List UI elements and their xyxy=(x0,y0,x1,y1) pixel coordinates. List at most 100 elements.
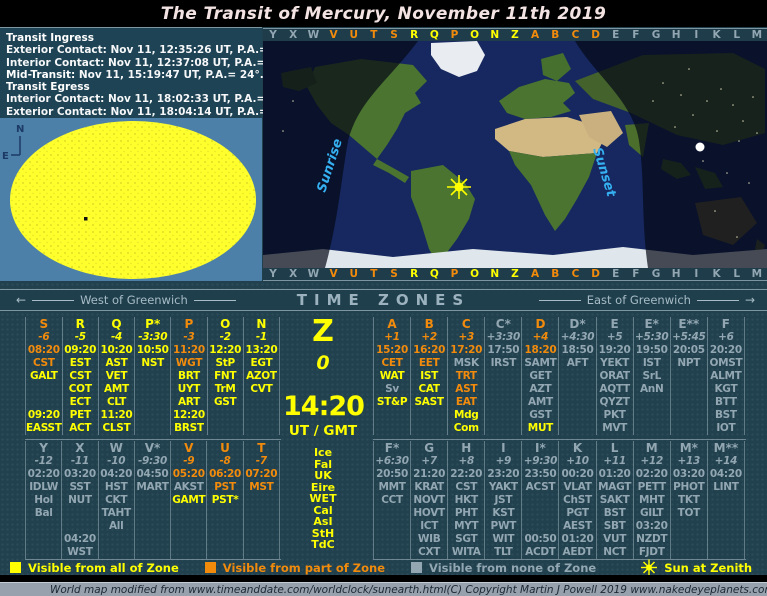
zone-cell: 04:20 xyxy=(63,533,96,545)
zone-cell: 20:50 xyxy=(376,468,409,480)
zone-cell: 12:20 xyxy=(172,409,205,421)
zone-cell: WITA xyxy=(451,546,481,558)
zone-cell: ST&P xyxy=(376,396,408,408)
zone-cell xyxy=(671,546,707,559)
zone-cell: KST xyxy=(492,507,515,519)
timezone-column-M**: M** +14 04:20 LINT xyxy=(706,441,745,559)
zone-cell: SAKT xyxy=(599,494,630,506)
zone-letter-I: I xyxy=(694,29,699,41)
zone-cell xyxy=(634,409,670,422)
zone-cell: +6 xyxy=(718,331,734,343)
zone-letter-Y: Y xyxy=(269,268,277,280)
utc-region: StH xyxy=(311,526,335,540)
zone-letter-W: W xyxy=(307,29,320,41)
timezone-column-V*: V* -9:30 04:50 MART xyxy=(133,441,170,559)
zone-cell: AST xyxy=(455,383,478,395)
zone-column-letter: H xyxy=(461,441,472,455)
zone-column-letter: F* xyxy=(384,441,400,455)
zone-letter-V: V xyxy=(329,268,338,280)
zone-cell: HKT xyxy=(454,494,478,506)
zone-cell: 09:20 xyxy=(64,344,97,356)
zone-cell: CLST xyxy=(102,422,131,434)
zone-cell: IST xyxy=(420,370,438,382)
zone-cell xyxy=(374,507,410,520)
zone-letter-L: L xyxy=(733,29,741,41)
zone-cell: AEDT xyxy=(562,546,593,558)
zone-cell xyxy=(244,409,279,422)
zone-cell xyxy=(244,507,279,520)
utc-zone-offset: 0 xyxy=(316,352,330,374)
zone-cell: UYT xyxy=(177,383,201,395)
zone-cell: -9:30 xyxy=(137,455,167,467)
transit-info-line: Transit Ingress xyxy=(6,32,94,44)
zone-letter-X: X xyxy=(289,29,298,41)
zone-cell: WIB xyxy=(417,533,441,545)
zone-column-letter: B xyxy=(424,317,434,331)
zone-cell xyxy=(26,520,61,533)
zone-cell: PWT xyxy=(490,520,517,532)
zone-letter-R: R xyxy=(410,29,419,41)
zone-cell: AKST xyxy=(173,481,204,493)
timezone-column-K: K +10 00:20 VLAT ChST PGT AEST 01:20 AEDT xyxy=(558,441,595,559)
zone-cell xyxy=(374,409,410,422)
zone-cell: 17:20 xyxy=(450,344,483,356)
timezone-column-C*: C* +3:30 17:50 IRST xyxy=(484,317,521,435)
zone-cell xyxy=(708,494,744,507)
timezone-column-T: T -7 07:20 MST xyxy=(242,441,280,559)
legend-label: Visible from part of Zone xyxy=(222,560,386,575)
zone-column-letter: P xyxy=(184,317,194,331)
zone-letter-V: V xyxy=(329,29,338,41)
zone-cell: GALT xyxy=(29,370,58,382)
zone-cell xyxy=(522,507,558,520)
zone-cell: EAT xyxy=(455,396,477,408)
utc-region: AsI xyxy=(313,515,333,528)
legend-item-sun-at-zenith: Sun at Zenith xyxy=(640,559,752,576)
zone-cell xyxy=(26,546,61,559)
zone-cell: 05:20 xyxy=(172,468,205,480)
utc-unit-label: UT / GMT xyxy=(288,423,358,439)
africa-sahara xyxy=(495,117,603,157)
zone-cell: EET xyxy=(418,357,440,369)
zone-letter-Z: Z xyxy=(511,29,519,41)
city-lights xyxy=(282,68,758,238)
zone-cell: 08:20 xyxy=(27,344,60,356)
timezone-column-S: S -6 08:20 CST GALT 09:20 EASST xyxy=(25,317,62,435)
zone-cell xyxy=(135,533,170,546)
zone-cell: JST xyxy=(494,494,513,506)
zone-cell: COT xyxy=(68,383,92,395)
zone-cell: -11 xyxy=(70,455,89,467)
zone-cell: 19:50 xyxy=(635,344,668,356)
zone-cell: 03:20 xyxy=(672,468,705,480)
zone-letter-S: S xyxy=(390,268,398,280)
utc-zone-letter: Z xyxy=(312,314,334,349)
zone-cell: 11:20 xyxy=(100,409,133,421)
zone-cell xyxy=(244,396,279,409)
zone-column-letter: G xyxy=(424,441,435,455)
yellow-square-icon xyxy=(10,562,21,573)
timezone-column-Y: Y -12 02:20 IDLW Hol Bal xyxy=(25,441,61,559)
zone-cell: TRT xyxy=(455,370,477,382)
compass-north-label: N xyxy=(16,124,24,135)
zone-cell: -2 xyxy=(219,331,231,343)
timezone-column-N: N -1 13:20 EGT AZOT CVT xyxy=(242,317,281,435)
divider-line xyxy=(538,299,581,301)
zone-cell: 11:20 xyxy=(172,344,205,356)
timezone-grid-east-upper: A +1 15:20 CET WAT Sv ST&P B +2 16:20 EET IST CAT SAS… xyxy=(373,317,745,435)
zone-cell: Hol xyxy=(34,494,53,506)
zone-cell xyxy=(171,533,206,546)
zone-cell: SAST xyxy=(414,396,445,408)
transit-contact-times-panel: Transit Ingress Exterior Contact: Nov 11,… xyxy=(0,27,310,118)
zone-letter-C: C xyxy=(571,29,580,41)
zone-cell xyxy=(411,422,447,435)
zone-cell: ORAT xyxy=(599,370,630,382)
zone-cell: ECT xyxy=(69,396,91,408)
zone-cell: ACDT xyxy=(525,546,556,558)
zone-letter-I: I xyxy=(694,268,699,280)
zone-cell: BRST xyxy=(174,422,204,434)
zone-cell: 17:50 xyxy=(487,344,520,356)
zone-cell: CAT xyxy=(418,383,441,395)
zone-cell: GET xyxy=(529,370,552,382)
zone-cell: 04:20 xyxy=(100,468,133,480)
title-bar: The Transit of Mercury, November 11th 20… xyxy=(0,0,767,27)
